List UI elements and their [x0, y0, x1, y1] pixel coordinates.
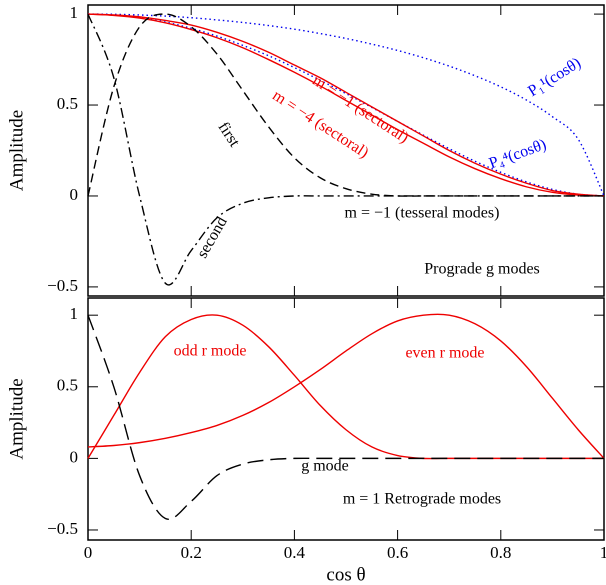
- x-tick-label: 0: [84, 543, 93, 562]
- series-line: [87, 314, 604, 460]
- y-axis-label: Amplitude: [6, 110, 27, 191]
- annotation: P₄⁴(cosθ): [487, 136, 549, 172]
- series-line: [87, 314, 604, 520]
- annotation: Prograde g modes: [424, 261, 540, 278]
- series-line: [87, 13, 604, 286]
- annotation: m = −1 (tesseral modes): [345, 205, 500, 222]
- annotation: even r mode: [405, 345, 484, 362]
- x-axis-label: cos θ: [326, 564, 365, 585]
- y-tick-label: 0.5: [57, 94, 78, 113]
- x-tick-label: 0.8: [490, 543, 511, 562]
- series-line: [87, 313, 605, 459]
- x-tick-label: 0.2: [181, 543, 202, 562]
- y-axis-label: Amplitude: [6, 378, 27, 459]
- annotation: P₁¹(cosθ): [525, 54, 584, 100]
- plot-frame: [87, 297, 605, 541]
- annotation: m = 1 Retrograde modes: [343, 491, 501, 508]
- x-tick-label: 0.6: [387, 543, 408, 562]
- annotation: odd r mode: [174, 343, 247, 360]
- x-tick-label: 1: [600, 543, 606, 562]
- series-line: [87, 13, 605, 197]
- series-line: [87, 13, 605, 197]
- y-tick-label: 1: [70, 3, 79, 22]
- y-tick-label: 0: [70, 185, 79, 204]
- y-tick-label: −0.5: [47, 519, 78, 538]
- y-tick-label: 1: [70, 304, 79, 323]
- x-tick-label: 0.4: [284, 543, 306, 562]
- y-tick-label: 0.5: [57, 376, 78, 395]
- y-tick-label: −0.5: [47, 276, 78, 295]
- plot-frame: [87, 4, 605, 297]
- y-tick-label: 0: [70, 447, 79, 466]
- series-line: [87, 13, 605, 197]
- annotation: g mode: [301, 458, 349, 475]
- series-line: [87, 13, 604, 197]
- annotation: first: [215, 119, 244, 150]
- annotation: second: [194, 214, 231, 261]
